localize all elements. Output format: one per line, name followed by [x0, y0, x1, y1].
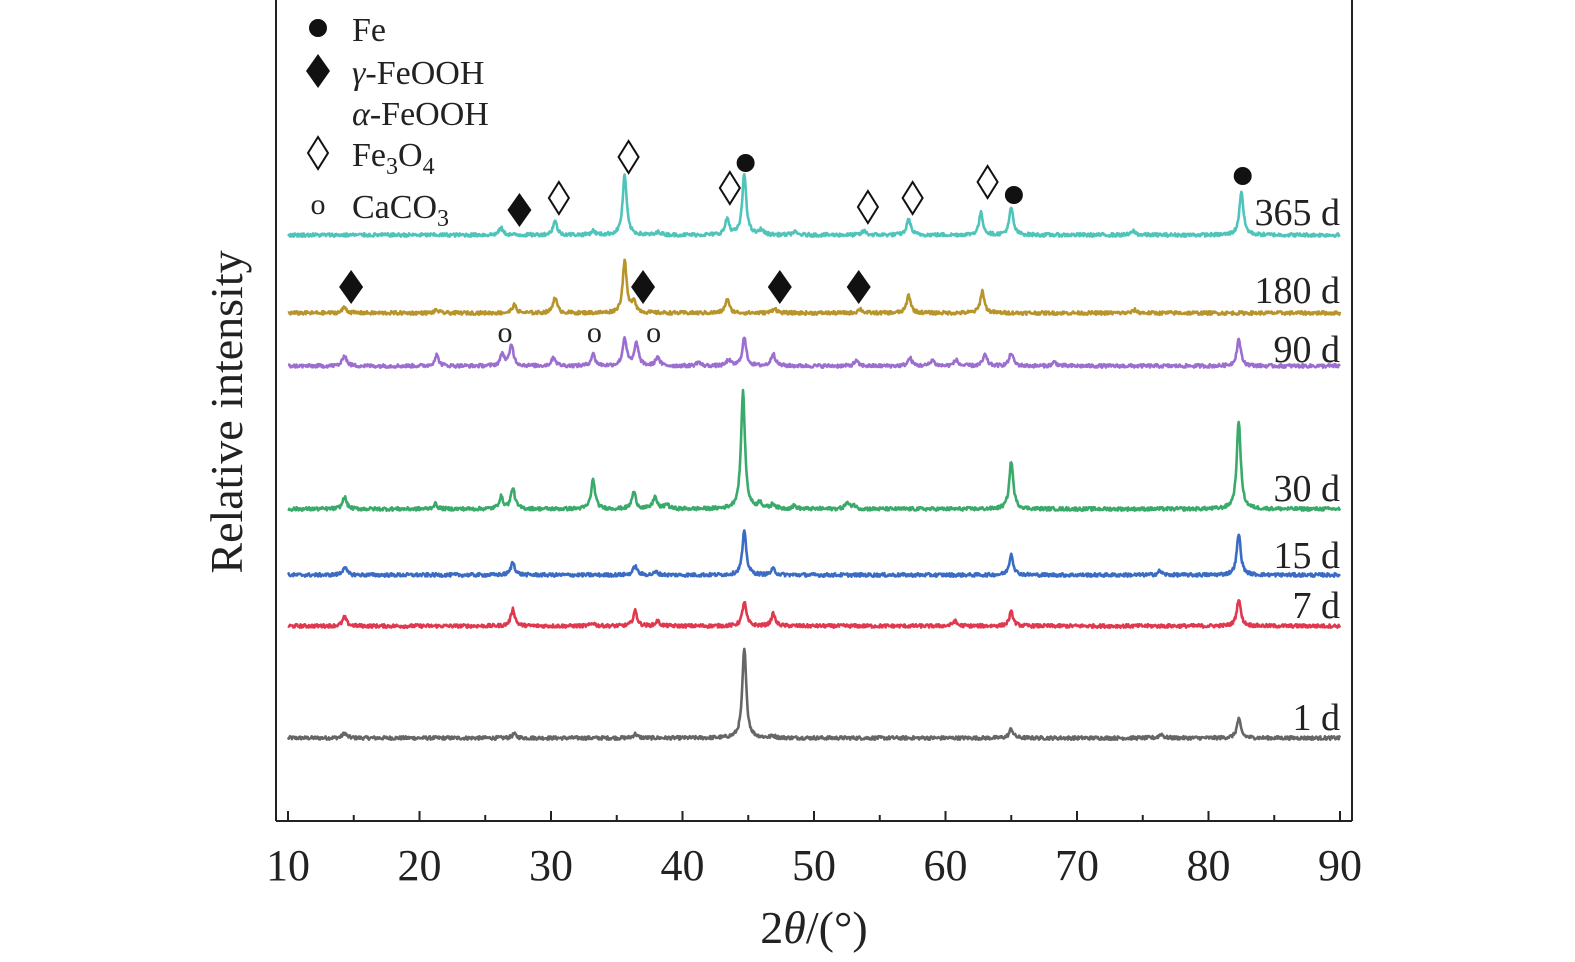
phase-marker-filled-diamond-0: [507, 193, 532, 227]
phase-marker-open-diamond-7: [976, 164, 999, 200]
x-tick-label-70: 70: [1055, 841, 1099, 890]
phase-marker-filled-diamond-11: [631, 270, 656, 304]
series-label-1d: 1 d: [1293, 697, 1341, 739]
series-label-7d: 7 d: [1293, 585, 1341, 627]
legend-greek: γ: [352, 55, 367, 92]
series-line-7d: [287, 599, 1342, 629]
legend-subscript: 3: [437, 206, 449, 232]
legend-marker-filled-circle: [309, 19, 327, 37]
series-label-15d: 15 d: [1274, 535, 1341, 577]
x-tick-label-10: 10: [266, 841, 310, 890]
phase-marker-filled-circle-9: [1233, 167, 1252, 185]
x-axis-title-prefix: 2: [760, 902, 783, 953]
y-axis-title: Relative intensity: [201, 250, 252, 573]
phase-marker-filled-diamond-13: [846, 270, 871, 304]
legend-label-4: CaCO3: [352, 189, 449, 232]
phase-marker-open-diamond-5: [856, 189, 880, 225]
series-line-180d: [287, 258, 1342, 316]
legend-subscript: 3: [386, 154, 398, 180]
phase-marker-open-diamond-3: [718, 170, 742, 206]
x-tick-label-40: 40: [661, 841, 705, 890]
x-tick-label-80: 80: [1187, 841, 1231, 890]
series-line-365d: [287, 172, 1341, 238]
legend-subscript: 4: [423, 154, 435, 180]
series-line-90d: [287, 336, 1341, 369]
legend-greek: α: [352, 96, 371, 133]
series-layer: 1 d 7 d 15 d 30 d 90 d 180 d 365 d: [286, 172, 1342, 741]
legend-marker-open-diamond: [306, 135, 330, 171]
legend-label-3: Fe3O4: [352, 137, 435, 180]
x-tick-label-50: 50: [792, 841, 836, 890]
x-axis-title-suffix: /(°): [806, 902, 868, 953]
legend-label-2: α-FeOOH: [352, 96, 489, 133]
phase-marker-filled-diamond-10: [339, 270, 364, 304]
legend-formula: -FeOOH: [365, 55, 484, 92]
legend-marker-filled-diamond: [306, 54, 330, 88]
x-tick-label-60: 60: [924, 841, 968, 890]
legend-marker-small-circle: o: [311, 188, 326, 221]
phase-marker-filled-circle-8: [1004, 186, 1023, 204]
legend-formula: -FeOOH: [370, 96, 489, 133]
phase-marker-filled-diamond-12: [767, 270, 792, 304]
series-label-365d: 365 d: [1255, 192, 1341, 234]
phase-marker-open-diamond-6: [901, 180, 924, 216]
legend-label-1: γ-FeOOH: [352, 55, 484, 92]
legend-formula-mid: O: [398, 137, 423, 174]
phase-marker-filled-circle-4: [736, 154, 755, 172]
x-tick-label-90: 90: [1318, 841, 1362, 890]
phase-marker-small-circle-14: o: [497, 316, 512, 349]
series-line-15d: [286, 529, 1341, 578]
series-label-90d: 90 d: [1274, 329, 1341, 371]
legend-formula-base: CaCO: [352, 189, 437, 226]
x-tick-label-30: 30: [529, 841, 573, 890]
phase-marker-small-circle-15: o: [587, 316, 602, 349]
legend-formula-base: Fe: [352, 137, 386, 174]
x-axis-title: 2θ/(°): [760, 902, 867, 953]
x-axis-title-symbol: θ: [783, 902, 806, 953]
phase-marker-small-circle-16: o: [646, 316, 661, 349]
phase-marker-open-diamond-2: [617, 139, 640, 175]
series-line-1d: [286, 647, 1342, 741]
phase-marker-open-diamond-1: [547, 180, 571, 216]
x-axis: 10 20 30 40 50 60 70 80 90 2θ/(°) Relative intensi…: [201, 250, 1362, 953]
series-label-180d: 180 d: [1255, 270, 1341, 312]
series-label-30d: 30 d: [1274, 468, 1341, 510]
series-line-30d: [287, 388, 1342, 512]
legend-label-0: Fe: [352, 12, 386, 49]
x-tick-label-20: 20: [398, 841, 442, 890]
